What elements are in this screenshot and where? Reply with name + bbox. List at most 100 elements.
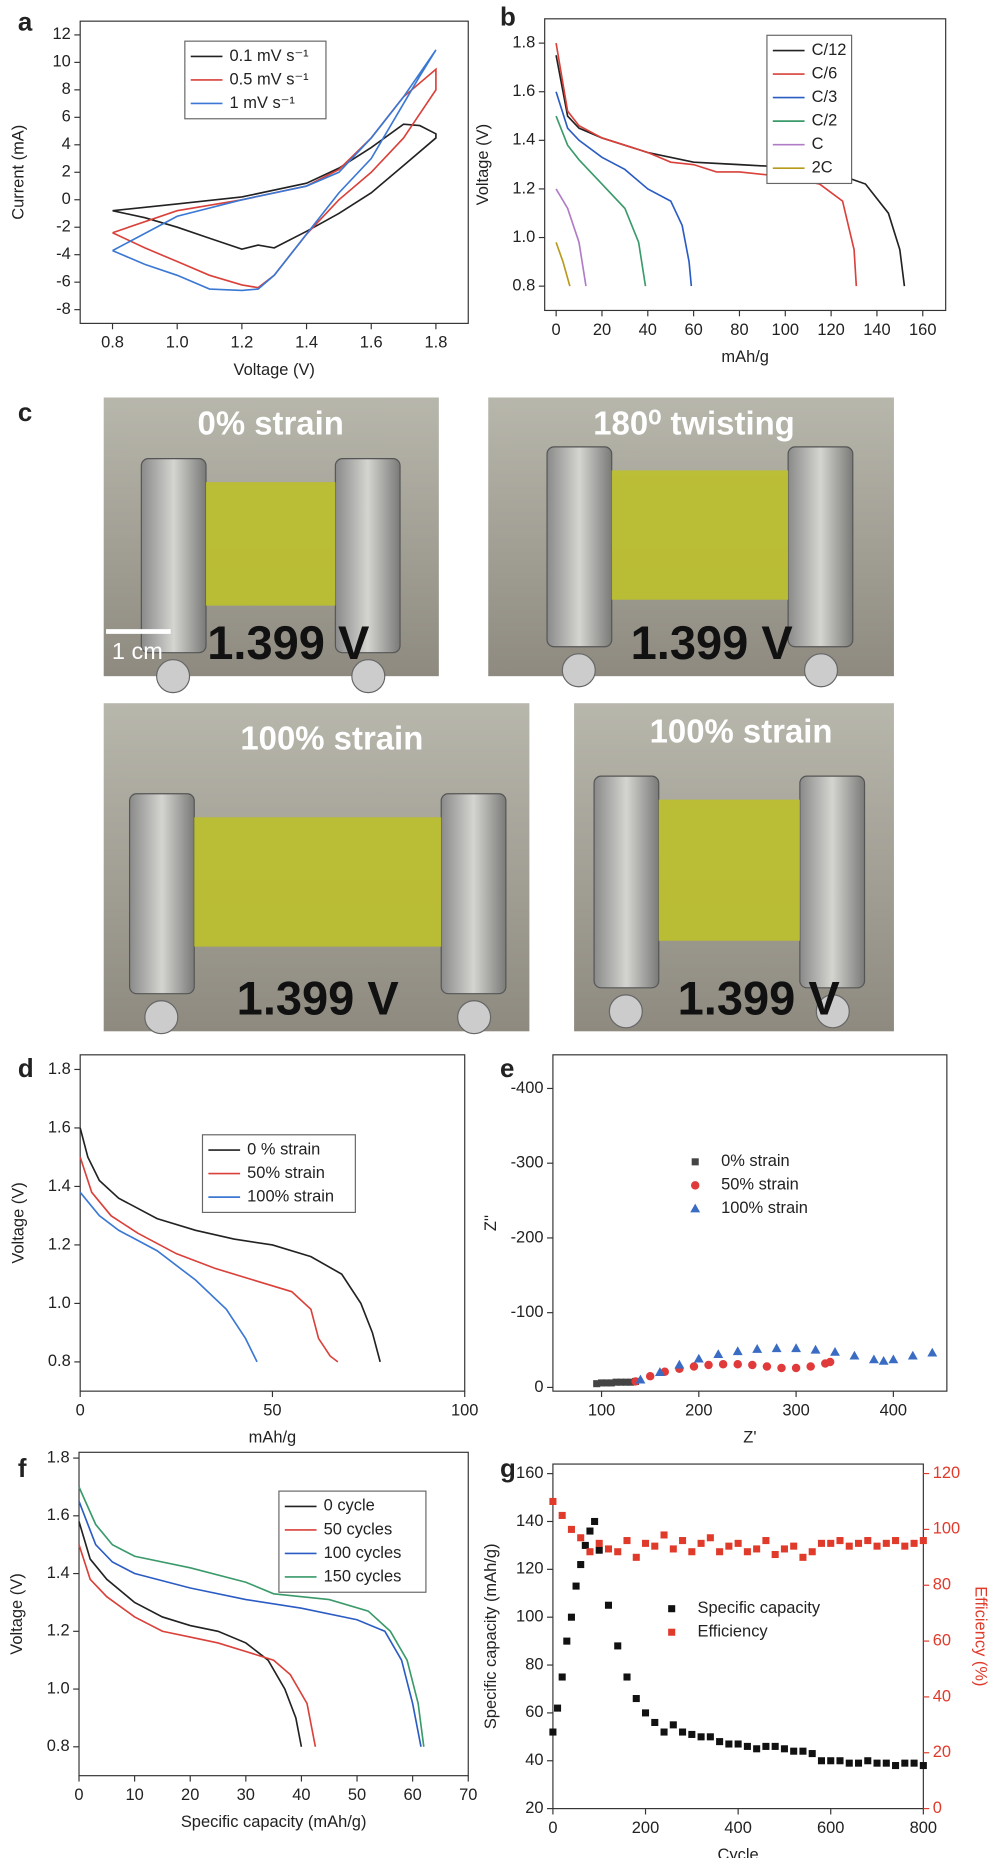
marker bbox=[732, 1346, 743, 1356]
marker bbox=[919, 1537, 927, 1545]
marker bbox=[641, 1539, 650, 1547]
x-tick-label: 800 bbox=[910, 1819, 937, 1837]
y-tick-label: 40 bbox=[525, 1751, 543, 1769]
marker bbox=[716, 1738, 724, 1746]
y2-axis-title: Efficiency (%) bbox=[971, 1586, 989, 1686]
legend-label: 0% strain bbox=[721, 1152, 790, 1170]
legend-label: C bbox=[812, 135, 824, 153]
y2-tick-label: 120 bbox=[933, 1464, 960, 1482]
y-tick-label: -300 bbox=[511, 1154, 544, 1172]
series-line bbox=[78, 1501, 422, 1747]
legend-label: 50% strain bbox=[721, 1176, 799, 1194]
marker bbox=[577, 1534, 585, 1542]
x-tick-label: 20 bbox=[181, 1786, 199, 1804]
marker bbox=[836, 1757, 844, 1765]
marker bbox=[660, 1728, 668, 1736]
marker bbox=[635, 1374, 646, 1384]
y2-tick-label: 20 bbox=[933, 1743, 951, 1761]
marker bbox=[725, 1740, 733, 1748]
photo-caption: 180⁰ twisting bbox=[593, 404, 795, 441]
x-tick-label: 160 bbox=[909, 321, 936, 339]
marker bbox=[697, 1733, 705, 1741]
marker bbox=[868, 1354, 879, 1364]
marker bbox=[845, 1759, 853, 1767]
legend-label: 0.5 mV s⁻¹ bbox=[230, 70, 310, 88]
marker bbox=[645, 1371, 655, 1381]
legend-label: 100% strain bbox=[721, 1199, 808, 1217]
marker bbox=[907, 1350, 918, 1360]
marker bbox=[827, 1539, 835, 1547]
x-tick-label: 120 bbox=[817, 321, 844, 339]
legend-swatch bbox=[691, 1158, 699, 1166]
marker bbox=[743, 1742, 751, 1750]
marker bbox=[864, 1537, 872, 1545]
x-tick-label: 600 bbox=[817, 1819, 844, 1837]
x-tick-label: 0.8 bbox=[101, 334, 124, 352]
y-tick-label: 140 bbox=[516, 1512, 543, 1530]
x-tick-label: 60 bbox=[684, 321, 702, 339]
clamp bbox=[799, 775, 866, 989]
y-tick-label: -100 bbox=[511, 1303, 544, 1321]
marker bbox=[586, 1548, 594, 1556]
marker bbox=[810, 1344, 821, 1354]
y-tick-label: 1.0 bbox=[47, 1679, 70, 1697]
legend-label: Specific capacity bbox=[698, 1599, 821, 1617]
marker bbox=[910, 1539, 918, 1547]
y-axis-title: Current (mA) bbox=[9, 125, 27, 220]
y-tick-label: 1.8 bbox=[47, 1448, 70, 1466]
marker bbox=[752, 1344, 763, 1353]
x-tick-label: 140 bbox=[863, 321, 890, 339]
marker bbox=[612, 1378, 620, 1386]
x-axis-title: Specific capacity (mAh/g) bbox=[181, 1813, 367, 1831]
marker bbox=[882, 1539, 890, 1547]
plot-frame bbox=[79, 1054, 466, 1392]
marker bbox=[654, 1367, 665, 1376]
panel-label: c bbox=[18, 399, 32, 427]
y-tick-label: 1.4 bbox=[47, 1564, 70, 1582]
marker bbox=[873, 1759, 881, 1767]
y-tick-label: -200 bbox=[511, 1228, 544, 1246]
legend-label: 2C bbox=[812, 159, 833, 177]
voltage-label: 1.399 V bbox=[207, 616, 370, 669]
photo-caption: 100% strain bbox=[240, 720, 423, 757]
marker bbox=[563, 1637, 571, 1645]
marker bbox=[602, 1379, 610, 1387]
marker bbox=[873, 1542, 881, 1550]
series-line bbox=[555, 242, 571, 287]
y-tick-label: 1.2 bbox=[512, 179, 535, 197]
legend-box bbox=[278, 1490, 427, 1593]
y2-tick-label: 0 bbox=[933, 1799, 942, 1817]
marker bbox=[734, 1539, 742, 1547]
legend-label: 100% strain bbox=[247, 1187, 334, 1205]
clamp bbox=[128, 793, 195, 995]
marker bbox=[706, 1733, 714, 1741]
x-axis-title: Cycle bbox=[718, 1846, 759, 1858]
marker bbox=[762, 1362, 772, 1371]
y-tick-label: 100 bbox=[516, 1608, 543, 1626]
y-tick-label: 1.4 bbox=[48, 1177, 71, 1195]
marker bbox=[771, 1343, 782, 1353]
y-tick-label: 10 bbox=[52, 53, 70, 71]
y-tick-label: 1.6 bbox=[48, 1118, 71, 1136]
film bbox=[194, 817, 442, 947]
marker bbox=[836, 1537, 844, 1545]
marker bbox=[577, 1561, 585, 1569]
marker bbox=[623, 1537, 631, 1545]
x-tick-label: 60 bbox=[403, 1786, 421, 1804]
screw bbox=[803, 653, 839, 688]
y2-tick-label: 60 bbox=[933, 1631, 951, 1649]
x-tick-label: 40 bbox=[292, 1786, 310, 1804]
photo-caption: 100% strain bbox=[650, 712, 833, 749]
y-tick-label: 4 bbox=[62, 135, 71, 153]
x-axis-title: Voltage (V) bbox=[234, 361, 315, 379]
film bbox=[611, 470, 789, 600]
marker bbox=[567, 1613, 575, 1621]
x-axis-title: Z' bbox=[743, 1429, 756, 1447]
marker bbox=[854, 1759, 863, 1767]
marker bbox=[830, 1346, 840, 1356]
marker bbox=[864, 1757, 872, 1765]
marker bbox=[878, 1355, 889, 1365]
legend-box bbox=[652, 1593, 859, 1648]
series-line bbox=[555, 188, 587, 287]
marker bbox=[806, 1362, 815, 1371]
